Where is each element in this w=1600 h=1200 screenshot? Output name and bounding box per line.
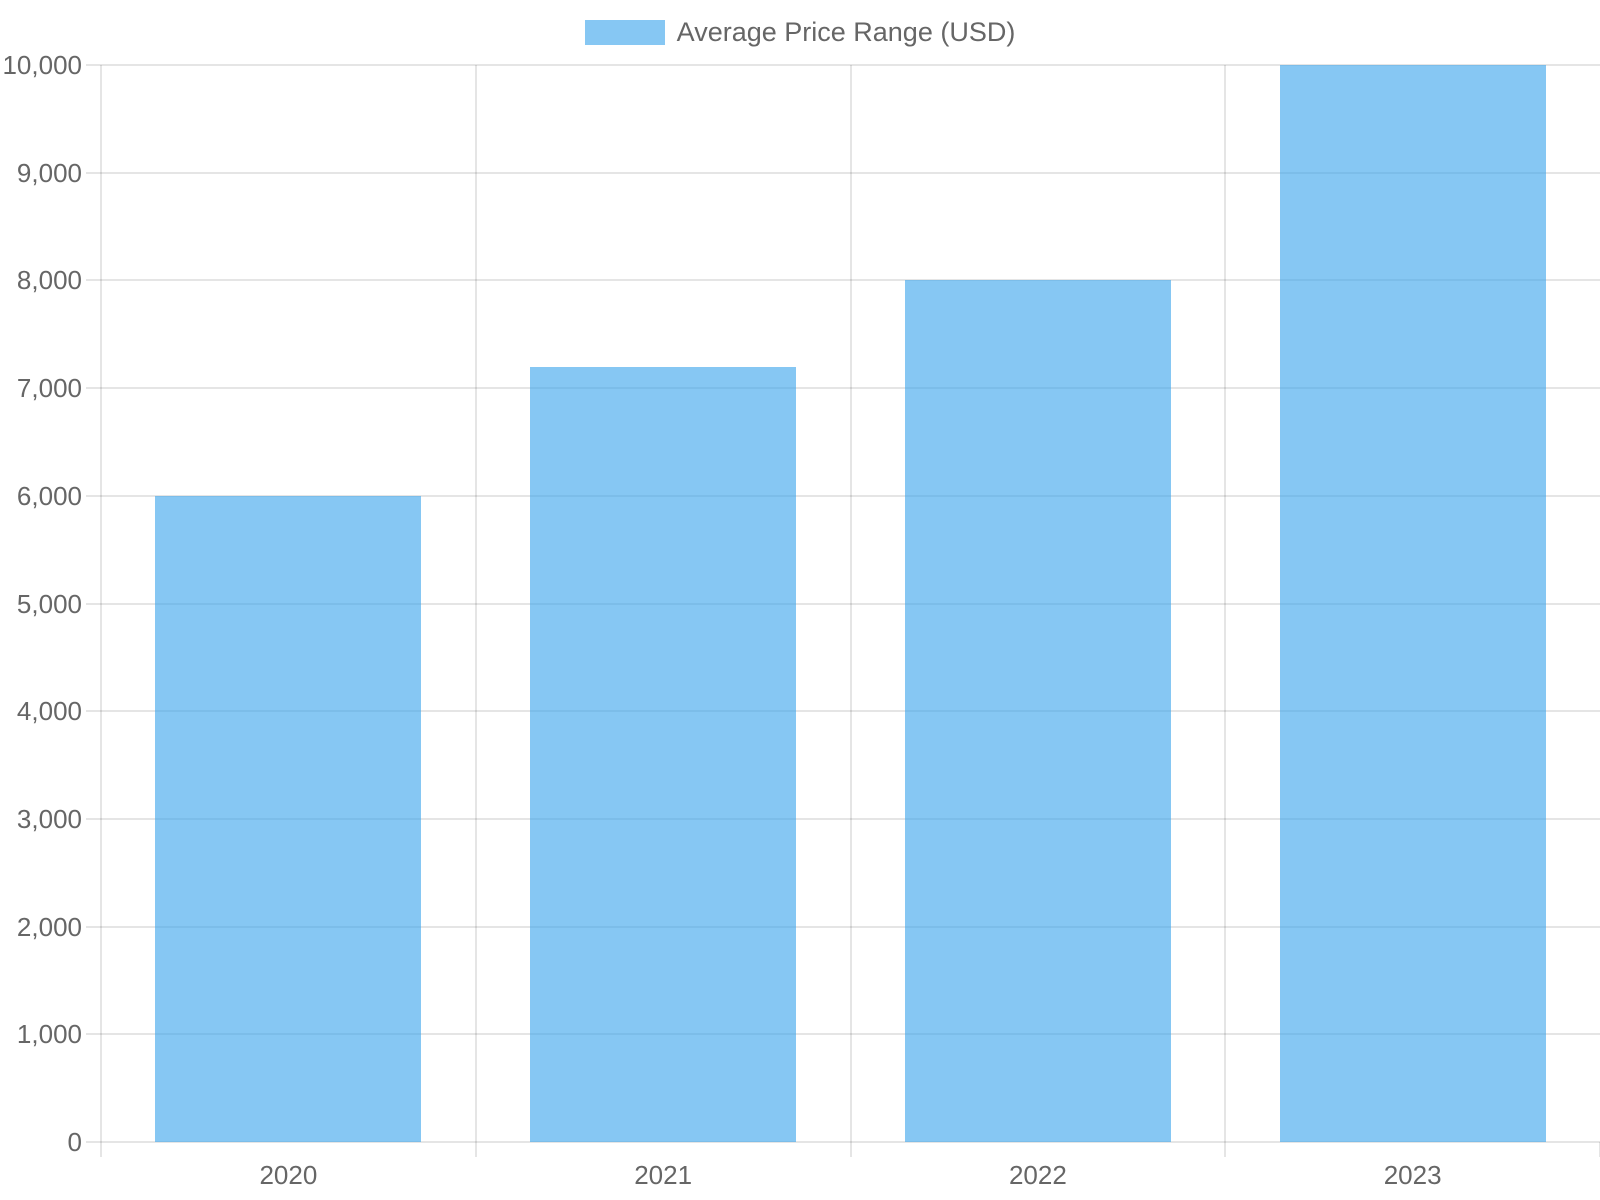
x-tick <box>849 1142 852 1157</box>
h-gridline <box>101 817 1600 820</box>
y-tick <box>86 171 101 174</box>
y-axis-label: 4,000 <box>16 696 82 727</box>
legend-label: Average Price Range (USD) <box>676 16 1016 47</box>
x-axis-label: 2023 <box>1383 1160 1442 1190</box>
h-gridline <box>101 171 1600 174</box>
y-tick <box>86 64 101 66</box>
legend-item[interactable]: Average Price Range (USD) <box>0 14 1600 50</box>
h-gridline <box>101 387 1600 390</box>
x-tick <box>100 1142 102 1157</box>
y-axis-label: 0 <box>67 1127 82 1157</box>
y-tick <box>86 1141 101 1143</box>
y-tick <box>86 1033 101 1036</box>
y-axis-label: 2,000 <box>16 911 82 942</box>
bar-2021[interactable] <box>530 366 797 1142</box>
x-axis-line <box>101 1141 1600 1143</box>
legend-swatch <box>584 19 665 45</box>
y-tick <box>86 710 101 713</box>
y-axis-label: 1,000 <box>16 1019 82 1050</box>
x-axis-label: 2020 <box>259 1160 318 1190</box>
bar-2023[interactable] <box>1279 65 1546 1142</box>
y-tick <box>86 925 101 928</box>
x-axis-label: 2022 <box>1008 1160 1067 1190</box>
h-gridline <box>101 279 1600 282</box>
v-gridline <box>474 65 477 1142</box>
x-tick <box>474 1142 477 1157</box>
bar-2020[interactable] <box>155 495 422 1142</box>
y-axis-label: 10,000 <box>2 50 82 80</box>
h-gridline <box>101 925 1600 928</box>
h-gridline <box>101 602 1600 605</box>
v-gridline <box>1224 65 1227 1142</box>
y-axis-label: 8,000 <box>16 265 82 296</box>
y-axis-label: 5,000 <box>16 588 82 619</box>
y-tick <box>86 494 101 497</box>
h-gridline <box>101 64 1600 66</box>
y-tick <box>86 817 101 820</box>
y-axis-label: 3,000 <box>16 803 82 834</box>
y-axis-line <box>100 65 102 1142</box>
y-tick <box>86 279 101 282</box>
x-axis-label: 2021 <box>634 1160 693 1190</box>
y-axis-label: 7,000 <box>16 373 82 404</box>
x-tick <box>1224 1142 1227 1157</box>
h-gridline <box>101 1033 1600 1036</box>
h-gridline <box>101 494 1600 497</box>
y-tick <box>86 602 101 605</box>
h-gridline <box>101 710 1600 713</box>
y-tick <box>86 387 101 390</box>
bar-2022[interactable] <box>904 280 1171 1142</box>
y-axis-label: 6,000 <box>16 480 82 511</box>
v-gridline <box>849 65 852 1142</box>
y-axis-label: 9,000 <box>16 157 82 188</box>
